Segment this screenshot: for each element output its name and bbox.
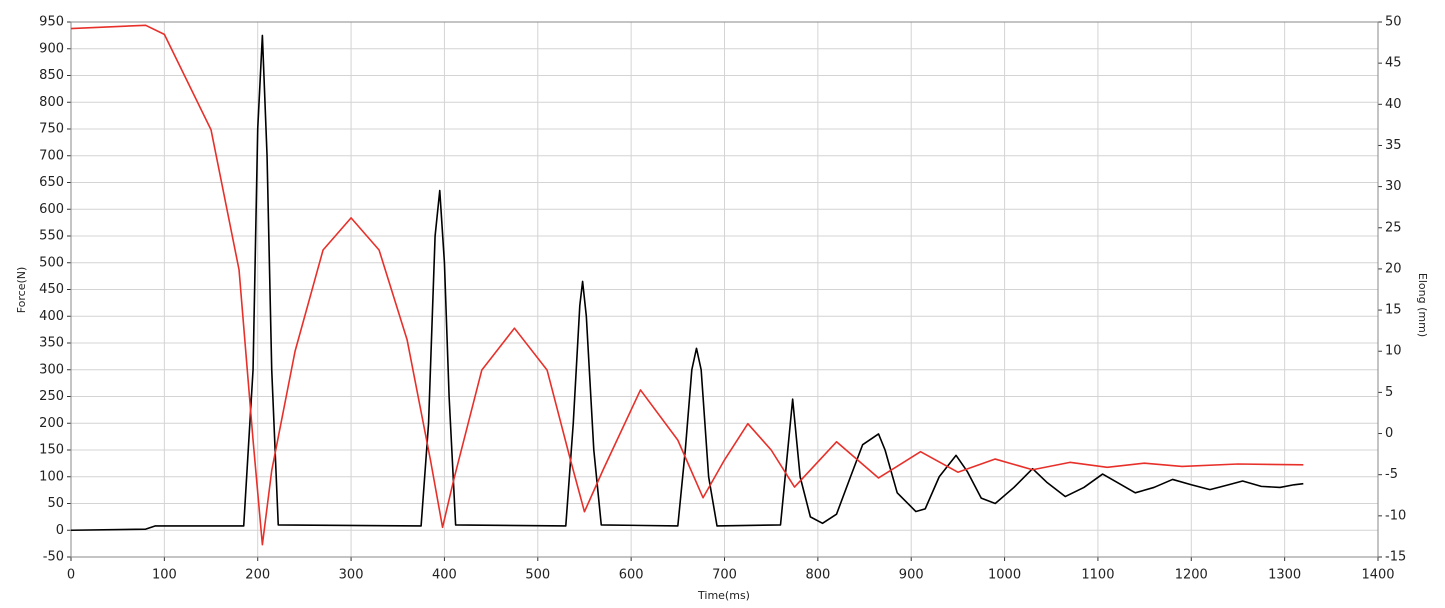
- x-tick-label: 200: [245, 568, 270, 583]
- y2-axis-label: Elong (mm): [1416, 273, 1429, 337]
- x-tick-label: 100: [152, 568, 177, 583]
- y-tick-label: 950: [39, 15, 64, 30]
- y2-tick-label: 40: [1385, 97, 1402, 112]
- y2-tick-label: 25: [1385, 220, 1402, 235]
- y-tick-label: 500: [39, 255, 64, 270]
- y-tick-label: -50: [43, 550, 64, 565]
- x-tick-label: 500: [525, 568, 550, 583]
- y-tick-label: 150: [39, 443, 64, 458]
- y-tick-label: 100: [39, 469, 64, 484]
- x-tick-label: 700: [712, 568, 737, 583]
- x-tick-label: 1300: [1268, 568, 1301, 583]
- y-tick-label: 750: [39, 122, 64, 137]
- y-tick-label: 800: [39, 95, 64, 110]
- y-tick-label: 450: [39, 282, 64, 297]
- x-tick-label: 1100: [1081, 568, 1114, 583]
- y2-tick-label: -15: [1385, 550, 1406, 565]
- y-tick-label: 0: [56, 523, 64, 538]
- data-line: [70, 34, 1304, 532]
- y2-tick-label: 30: [1385, 179, 1402, 194]
- y-tick-label: 250: [39, 389, 64, 404]
- x-tick-label: 400: [432, 568, 457, 583]
- x-axis-label: Time(ms): [697, 589, 750, 602]
- y2-tick-label: -10: [1385, 508, 1406, 523]
- x-tick-label: 600: [619, 568, 644, 583]
- y2-tick-label: 45: [1385, 56, 1402, 71]
- plot-frame: [70, 21, 1379, 558]
- y2-tick-label: 5: [1385, 385, 1393, 400]
- y-tick-label: 550: [39, 229, 64, 244]
- y2-tick-label: 0: [1385, 426, 1393, 441]
- x-tick-label: 1000: [988, 568, 1021, 583]
- y-tick-label: 350: [39, 336, 64, 351]
- x-tick-label: 800: [805, 568, 830, 583]
- y2-tick-label: 50: [1385, 15, 1402, 30]
- y-tick-label: 300: [39, 362, 64, 377]
- y-tick-label: 900: [39, 41, 64, 56]
- y-tick-label: 850: [39, 68, 64, 83]
- y-tick-label: 650: [39, 175, 64, 190]
- y-tick-label: 50: [47, 496, 64, 511]
- data-line: [70, 24, 1304, 546]
- y2-tick-label: 10: [1385, 344, 1402, 359]
- y-axis-label: Force(N): [15, 267, 28, 314]
- x-tick-label: 300: [339, 568, 364, 583]
- y2-tick-label: -5: [1385, 467, 1398, 482]
- x-tick-label: 1400: [1361, 568, 1394, 583]
- y2-tick-label: 35: [1385, 138, 1402, 153]
- y-tick-label: 200: [39, 416, 64, 431]
- y2-tick-label: 20: [1385, 261, 1402, 276]
- y-tick-label: 600: [39, 202, 64, 217]
- y2-tick-label: 15: [1385, 303, 1402, 318]
- x-tick-label: 1200: [1175, 568, 1208, 583]
- y-tick-label: 400: [39, 309, 64, 324]
- x-tick-label: 900: [899, 568, 924, 583]
- x-tick-label: 0: [67, 568, 75, 583]
- y-tick-label: 700: [39, 148, 64, 163]
